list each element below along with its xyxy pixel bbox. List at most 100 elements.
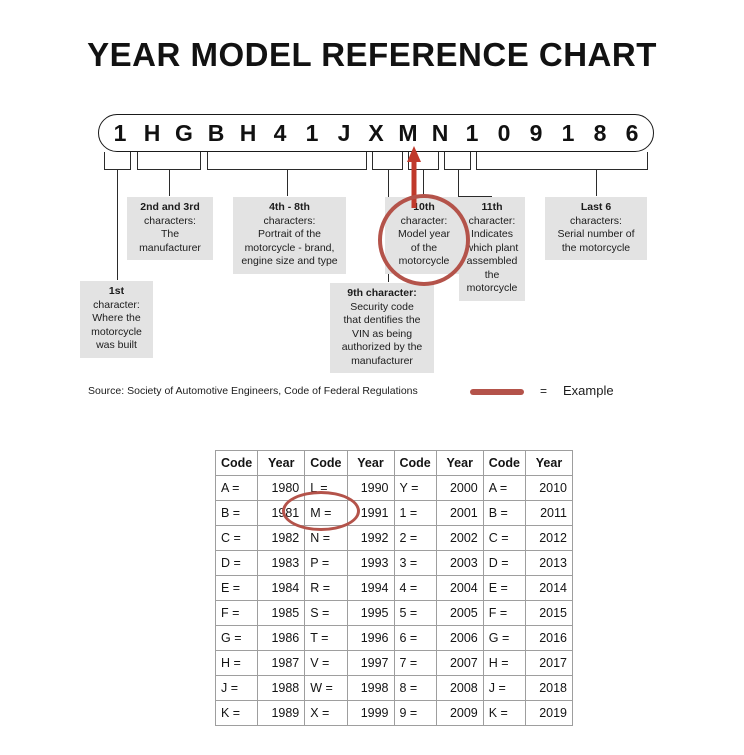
leader-line-last-6 xyxy=(596,170,597,196)
legend-red-line-swatch xyxy=(470,389,524,395)
vin-char-highlighted: M xyxy=(398,119,418,146)
red-arrow-icon xyxy=(407,146,421,208)
legend-equals-sign: = xyxy=(540,384,548,398)
bracket-chars-2-3 xyxy=(137,152,201,170)
year-cell: 2002 xyxy=(435,525,484,551)
callout-second-third-characters: 2nd and 3rd characters: The manufacturer xyxy=(127,197,213,260)
code-cell: B = xyxy=(482,500,527,526)
year-cell: 2011 xyxy=(525,500,573,526)
column-header: Year xyxy=(525,450,573,476)
year-cell: 2019 xyxy=(525,700,573,726)
callout-line: the motorcycle xyxy=(561,241,631,254)
year-cell: 1996 xyxy=(346,625,395,651)
year-cell: 2014 xyxy=(525,575,573,601)
year-cell: 2006 xyxy=(435,625,484,651)
callout-line: the xyxy=(484,268,500,281)
callout-line: Where the xyxy=(92,312,141,324)
code-cell: 7 = xyxy=(393,650,437,676)
code-cell: H = xyxy=(214,650,259,676)
callout-line: Security code xyxy=(350,300,414,313)
callout-line: character: xyxy=(468,214,516,227)
year-cell: 1999 xyxy=(346,700,395,726)
callout-line: Serial number of xyxy=(557,228,635,240)
leader-line-char-1 xyxy=(117,170,118,280)
vin-char: B xyxy=(207,119,225,146)
vin-capsule xyxy=(98,114,654,152)
callout-line: motorcycle xyxy=(466,282,518,294)
table-row: E = 1984 R = 1994 4 = 2004 E = 2014 xyxy=(214,575,573,601)
code-cell: X = xyxy=(304,700,348,726)
year-cell: 2016 xyxy=(525,625,573,651)
vin-char: X xyxy=(368,119,384,146)
year-cell: 1995 xyxy=(346,600,395,626)
column-header: Code xyxy=(214,450,259,476)
table-row: F = 1985 S = 1995 5 = 2005 F = 2015 xyxy=(214,600,573,626)
callout-fourth-eighth-characters: 4th - 8th characters: Portrait of the mo… xyxy=(233,197,346,274)
callout-line: that dentifies the xyxy=(343,314,421,326)
code-cell: A = xyxy=(214,475,259,501)
year-cell: 2004 xyxy=(435,575,484,601)
code-cell: 9 = xyxy=(393,700,437,726)
callout-line: The xyxy=(160,228,180,240)
code-cell: W = xyxy=(304,675,348,701)
column-header: Code xyxy=(482,450,527,476)
code-cell: F = xyxy=(214,600,259,626)
bracket-last-6 xyxy=(476,152,648,170)
leader-line-chars-4-8 xyxy=(287,170,288,196)
bracket-char-9 xyxy=(372,152,403,170)
callout-ninth-character: 9th character: Security code that dentif… xyxy=(330,283,434,373)
year-cell: 2007 xyxy=(435,650,484,676)
code-cell: R = xyxy=(304,575,348,601)
code-cell: S = xyxy=(304,600,348,626)
year-cell: 2012 xyxy=(525,525,573,551)
code-cell: 6 = xyxy=(393,625,437,651)
year-cell: 1986 xyxy=(257,625,306,651)
code-cell: C = xyxy=(482,525,527,551)
vin-char: 4 xyxy=(273,119,287,146)
column-header: Year xyxy=(346,450,395,476)
year-cell: 2013 xyxy=(525,550,573,576)
code-cell: G = xyxy=(482,625,527,651)
callout-line: manufacturer xyxy=(139,241,201,254)
year-cell: 1989 xyxy=(257,700,306,726)
column-header: Year xyxy=(257,450,306,476)
code-cell: F = xyxy=(482,600,527,626)
year-cell: 1993 xyxy=(346,550,395,576)
table-row: H = 1987 V = 1997 7 = 2007 H = 2017 xyxy=(214,650,573,676)
code-cell: B = xyxy=(214,500,259,526)
vin-char: H xyxy=(143,119,161,146)
vin-char: 6 xyxy=(625,119,639,146)
year-cell: 1985 xyxy=(257,600,306,626)
year-cell: 2009 xyxy=(435,700,484,726)
year-cell: 2018 xyxy=(525,675,573,701)
year-cell: 2000 xyxy=(435,475,484,501)
code-cell: 5 = xyxy=(393,600,437,626)
callout-line: characters: xyxy=(263,214,316,227)
year-cell: 1998 xyxy=(346,675,395,701)
code-cell: V = xyxy=(304,650,348,676)
year-cell: 2001 xyxy=(435,500,484,526)
vin-char: 9 xyxy=(529,119,543,146)
code-cell: D = xyxy=(214,550,259,576)
year-code-table: Code Year Code Year Code Year Code Year … xyxy=(214,450,573,726)
table-row: D = 1983 P = 1993 3 = 2003 D = 2013 xyxy=(214,550,573,576)
year-cell: 2015 xyxy=(525,600,573,626)
callout-heading: 9th character: xyxy=(347,287,417,299)
callout-line: assembled xyxy=(466,255,518,267)
year-code-table-wrap: Code Year Code Year Code Year Code Year … xyxy=(214,450,573,726)
code-cell: E = xyxy=(482,575,527,601)
callout-first-character: 1st character: Where the motorcycle was … xyxy=(80,281,153,358)
callout-line: Indicates xyxy=(470,228,514,240)
code-cell: A = xyxy=(482,475,527,501)
column-header: Year xyxy=(435,450,484,476)
vin-char: N xyxy=(431,119,449,146)
code-cell: 4 = xyxy=(393,575,437,601)
code-cell: G = xyxy=(214,625,259,651)
callout-line: motorcycle - brand, xyxy=(244,241,335,254)
source-text: Source: Society of Automotive Engineers,… xyxy=(88,385,418,397)
code-cell: C = xyxy=(214,525,259,551)
callout-line: was built xyxy=(96,339,137,351)
year-cell: 2010 xyxy=(525,475,573,501)
callout-line: character: xyxy=(93,298,140,311)
table-body: A = 1980 L = 1990 Y = 2000 A = 2010 B = 1981 M = 19… xyxy=(214,475,573,726)
